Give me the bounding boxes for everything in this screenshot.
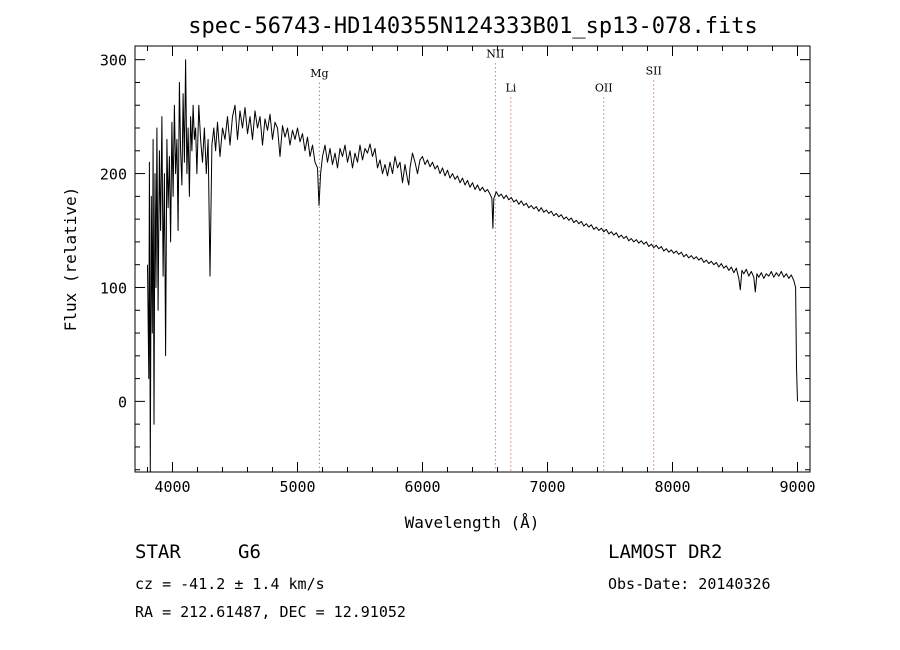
x-tick-label: 6000 [404,478,440,496]
observation-date: Obs-Date: 20140326 [608,575,771,593]
survey-release: LAMOST DR2 [608,541,723,563]
line-label: NII [486,47,504,60]
x-tick-label: 4000 [154,478,190,496]
object-type: STAR [135,541,181,563]
line-marker-group [318,63,655,472]
y-tick-label: 200 [100,166,127,184]
line-label: Li [505,82,516,95]
y-tick-label: 0 [118,393,127,411]
y-tick-label: 300 [100,52,127,70]
spectrum-series-line [147,59,798,473]
x-tick-label: 9000 [779,478,815,496]
axis-ticks [135,46,810,472]
axis-tick-labels: 4000 5000 6000 7000 8000 9000 0 100 200 300 [100,52,816,496]
line-label: OII [595,82,613,95]
y-tick-label: 100 [100,279,127,297]
line-label-group: Mg NII Li OII SII [310,47,662,94]
chart-title: spec-56743-HD140355N124333B01_sp13-078.f… [188,14,758,39]
sky-coordinates: RA = 212.61487, DEC = 12.91052 [135,603,406,621]
line-label: Mg [310,67,328,80]
x-tick-label: 5000 [279,478,315,496]
x-tick-label: 8000 [654,478,690,496]
spectral-subclass: G6 [238,541,261,563]
radial-velocity: cz = -41.2 ± 1.4 km/s [135,575,325,593]
plot-frame [134,45,811,473]
x-axis-label: Wavelength (Å) [405,513,540,532]
line-label: SII [646,64,662,77]
x-tick-label: 7000 [529,478,565,496]
y-axis-label: Flux (relative) [61,187,80,332]
series-group [147,59,798,473]
